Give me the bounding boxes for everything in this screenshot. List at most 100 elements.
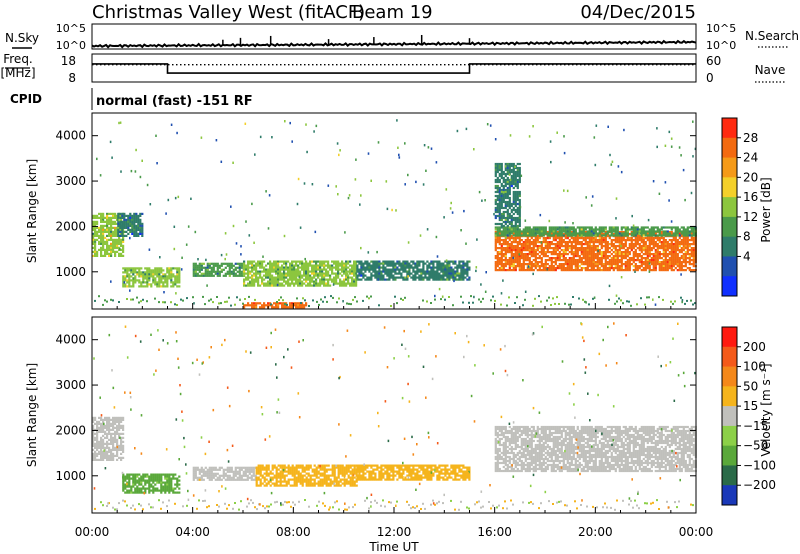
- scatter-cell: [464, 276, 467, 279]
- scatter-cell: [243, 266, 246, 269]
- scatter-cell: [518, 243, 521, 246]
- scatter-cell: [642, 261, 645, 264]
- scatter-cell: [670, 253, 673, 256]
- scatter-cell: [305, 276, 308, 279]
- scatter-cell: [114, 244, 117, 247]
- scatter-cell: [528, 241, 531, 244]
- scatter-cell: [434, 276, 437, 279]
- scatter-cell: [612, 261, 615, 264]
- scatter-cell: [307, 278, 310, 281]
- scatter-cell: [516, 237, 519, 240]
- scatter-cell: [388, 276, 391, 279]
- scatter-cell: [122, 483, 125, 486]
- scatter-cell: [102, 228, 105, 231]
- scatter-cell: [323, 266, 326, 269]
- scatter-cell: [546, 259, 549, 262]
- scatter-cell: [309, 280, 312, 283]
- scatter-cell: [418, 262, 421, 265]
- scatter-cell: [446, 270, 449, 273]
- scatter-cell: [554, 228, 557, 231]
- scatter-cell: [110, 424, 113, 427]
- scatter-cell: [432, 278, 435, 281]
- scatter-cell: [311, 272, 314, 275]
- scatter-cell: [116, 238, 119, 241]
- scatter-cell: [634, 226, 637, 229]
- scatter-cell: [356, 278, 359, 281]
- scatter-cell: [666, 267, 669, 270]
- scatter-cell: [648, 237, 651, 240]
- scatter-cell: [623, 128, 625, 132]
- scatter-cell: [504, 172, 507, 176]
- scatter-cell: [512, 166, 515, 170]
- scatter-cell: [305, 302, 308, 305]
- scatter-cell: [590, 257, 593, 260]
- scatter-cell: [670, 245, 673, 248]
- scatter-cell: [604, 247, 607, 250]
- scatter-cell: [662, 267, 665, 270]
- scatter-cell: [572, 257, 575, 260]
- scatter-cell: [682, 226, 685, 229]
- scatter-cell: [672, 269, 675, 272]
- scatter-cell: [102, 303, 104, 306]
- scatter-cell: [681, 300, 683, 304]
- scatter-cell: [542, 228, 545, 231]
- scatter-cell: [96, 424, 99, 427]
- scatter-cell: [92, 226, 95, 229]
- scatter-cell: [392, 274, 395, 277]
- scatter-cell: [670, 234, 673, 237]
- scatter-cell: [660, 267, 663, 270]
- scatter-cell: [506, 172, 509, 176]
- scatter-cell: [642, 232, 645, 235]
- scatter-cell: [120, 244, 123, 247]
- scatter-cell: [92, 242, 95, 245]
- scatter-cell: [448, 268, 451, 271]
- scatter-cell: [646, 239, 649, 242]
- scatter-cell: [245, 264, 248, 267]
- scatter-cell: [514, 226, 517, 229]
- scatter-cell: [512, 174, 515, 178]
- scatter-cell: [502, 249, 505, 252]
- scatter-cell: [528, 249, 531, 252]
- scatter-cell: [120, 446, 123, 449]
- scatter-cell: [418, 264, 421, 267]
- scatter-cell: [530, 230, 533, 233]
- scatter-cell: [564, 247, 567, 250]
- scatter-cell: [110, 248, 113, 251]
- scatter-cell: [600, 228, 603, 231]
- scatter-cell: [446, 274, 449, 277]
- scatter-cell: [269, 262, 272, 265]
- scatter-cell: [293, 278, 296, 281]
- scatter-cell: [498, 239, 501, 242]
- scatter-cell: [251, 202, 253, 206]
- scatter-cell: [257, 282, 260, 285]
- scatter-cell: [102, 454, 105, 457]
- scatter-cell: [552, 230, 555, 233]
- scatter-cell: [327, 262, 330, 265]
- scatter-cell: [468, 266, 471, 269]
- scatter-cell: [534, 226, 537, 229]
- scatter-cell: [660, 247, 663, 250]
- scatter-cell: [114, 226, 117, 229]
- scatter-cell: [508, 184, 511, 188]
- scatter-cell: [496, 186, 499, 190]
- scatter-cell: [255, 262, 258, 265]
- scatter-cell: [666, 226, 669, 229]
- scatter-cell: [690, 228, 693, 231]
- scatter-cell: [118, 301, 120, 303]
- scatter-cell: [570, 228, 573, 231]
- scatter-cell: [534, 263, 537, 266]
- scatter-cell: [100, 246, 103, 249]
- scatter-cell: [568, 269, 571, 272]
- scatter-cell: [496, 180, 499, 184]
- scatter-cell: [614, 237, 617, 240]
- scatter-cell: [295, 274, 298, 277]
- scatter-cell: [297, 280, 300, 283]
- scatter-cell: [146, 277, 149, 280]
- scatter-cell: [110, 242, 113, 245]
- scatter-cell: [588, 253, 591, 256]
- scatter-cell: [611, 160, 614, 163]
- scatter-cell: [634, 230, 637, 233]
- scatter-cell: [544, 243, 547, 246]
- scatter-cell: [556, 265, 559, 268]
- scatter-cell: [612, 257, 615, 260]
